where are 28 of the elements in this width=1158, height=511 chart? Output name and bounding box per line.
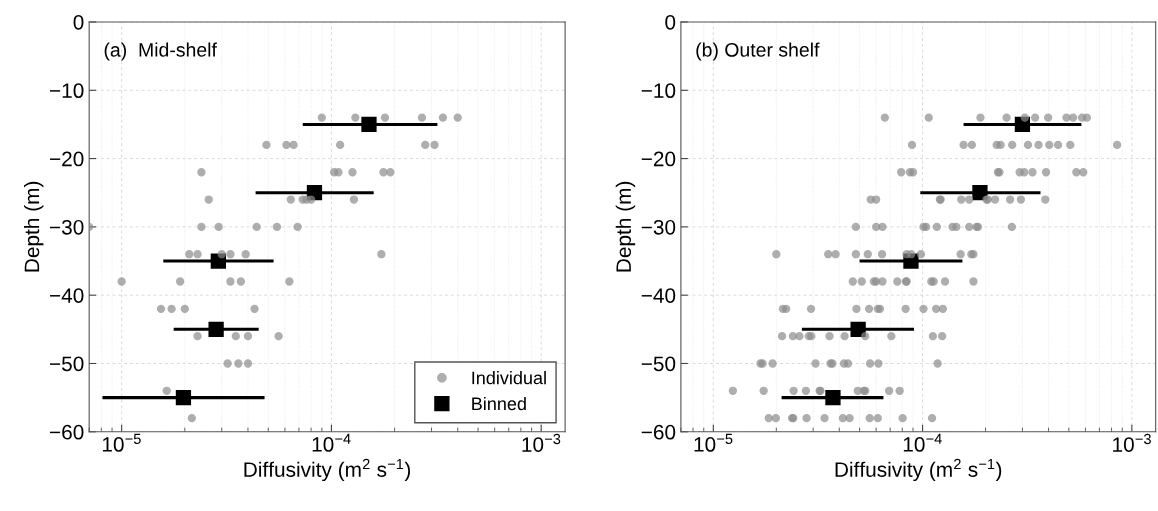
legend-label: Binned bbox=[472, 396, 526, 411]
y-tick-label: −20 bbox=[641, 151, 676, 167]
annotation: (b) Outer shelf bbox=[696, 42, 820, 61]
x-tick-label: 10$^{−5}$ bbox=[102, 433, 141, 452]
y-tick-label: −50 bbox=[50, 356, 84, 372]
legend-label: Individual bbox=[472, 371, 546, 385]
x-axis-title: Diffusivity (m$^{2}$ s$^{−1}$) bbox=[835, 458, 1002, 482]
y-tick-label: −40 bbox=[50, 288, 84, 303]
y-tick-label: −40 bbox=[641, 288, 676, 303]
x-tick-label: 10$^{−4}$ bbox=[312, 433, 351, 452]
y-tick-label: −20 bbox=[50, 151, 84, 167]
y-tick-label: −50 bbox=[641, 356, 676, 372]
y-tick-label: −60 bbox=[641, 424, 676, 440]
x-tick-label: 10$^{−4}$ bbox=[903, 433, 942, 452]
y-tick-label: 0 bbox=[73, 14, 84, 30]
y-axis-title: Depth (m) bbox=[23, 181, 44, 272]
x-axis-title: Diffusivity (m$^{2}$ s$^{−1}$) bbox=[244, 458, 411, 482]
y-tick-label: −10 bbox=[641, 83, 676, 99]
annotation: (a) Mid-shelf bbox=[104, 42, 217, 61]
y-tick-label: −30 bbox=[50, 219, 84, 235]
y-tick-label: 0 bbox=[665, 14, 676, 30]
y-tick-label: −30 bbox=[641, 219, 676, 235]
x-tick-label: 10$^{−3}$ bbox=[522, 433, 561, 452]
y-tick-label: −10 bbox=[50, 83, 84, 99]
y-tick-label: −60 bbox=[50, 424, 84, 440]
x-tick-label: 10$^{−3}$ bbox=[1113, 433, 1151, 452]
x-tick-label: 10$^{−5}$ bbox=[694, 433, 733, 452]
y-axis-title: Depth (m) bbox=[615, 181, 636, 272]
